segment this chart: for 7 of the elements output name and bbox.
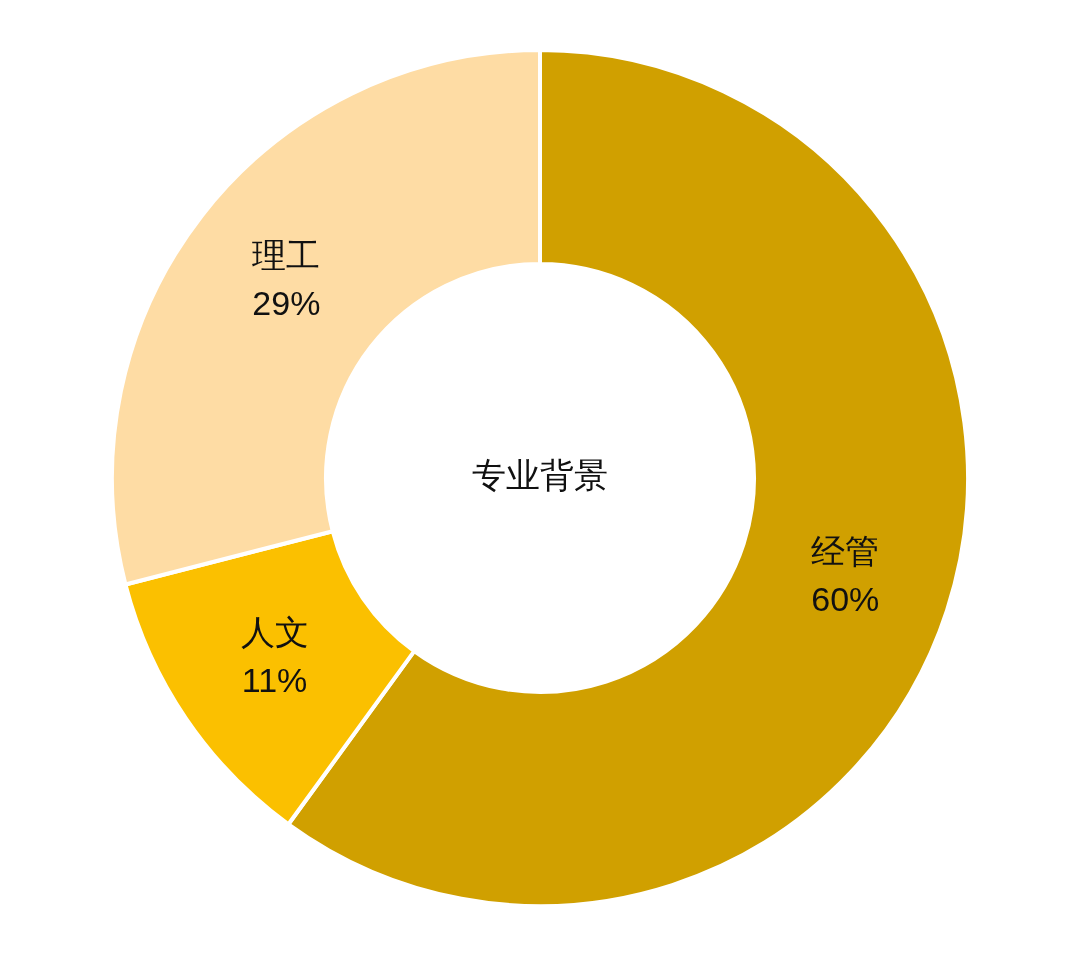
data-label: 60% xyxy=(811,579,880,618)
slice-label: 人文 xyxy=(240,612,309,651)
text: 专业背景 xyxy=(472,456,608,495)
slice-label: 理工 xyxy=(252,235,321,274)
data-label: 29% xyxy=(252,283,321,322)
data-label: 11% xyxy=(241,660,308,699)
slice-label: 经管 xyxy=(811,531,880,570)
